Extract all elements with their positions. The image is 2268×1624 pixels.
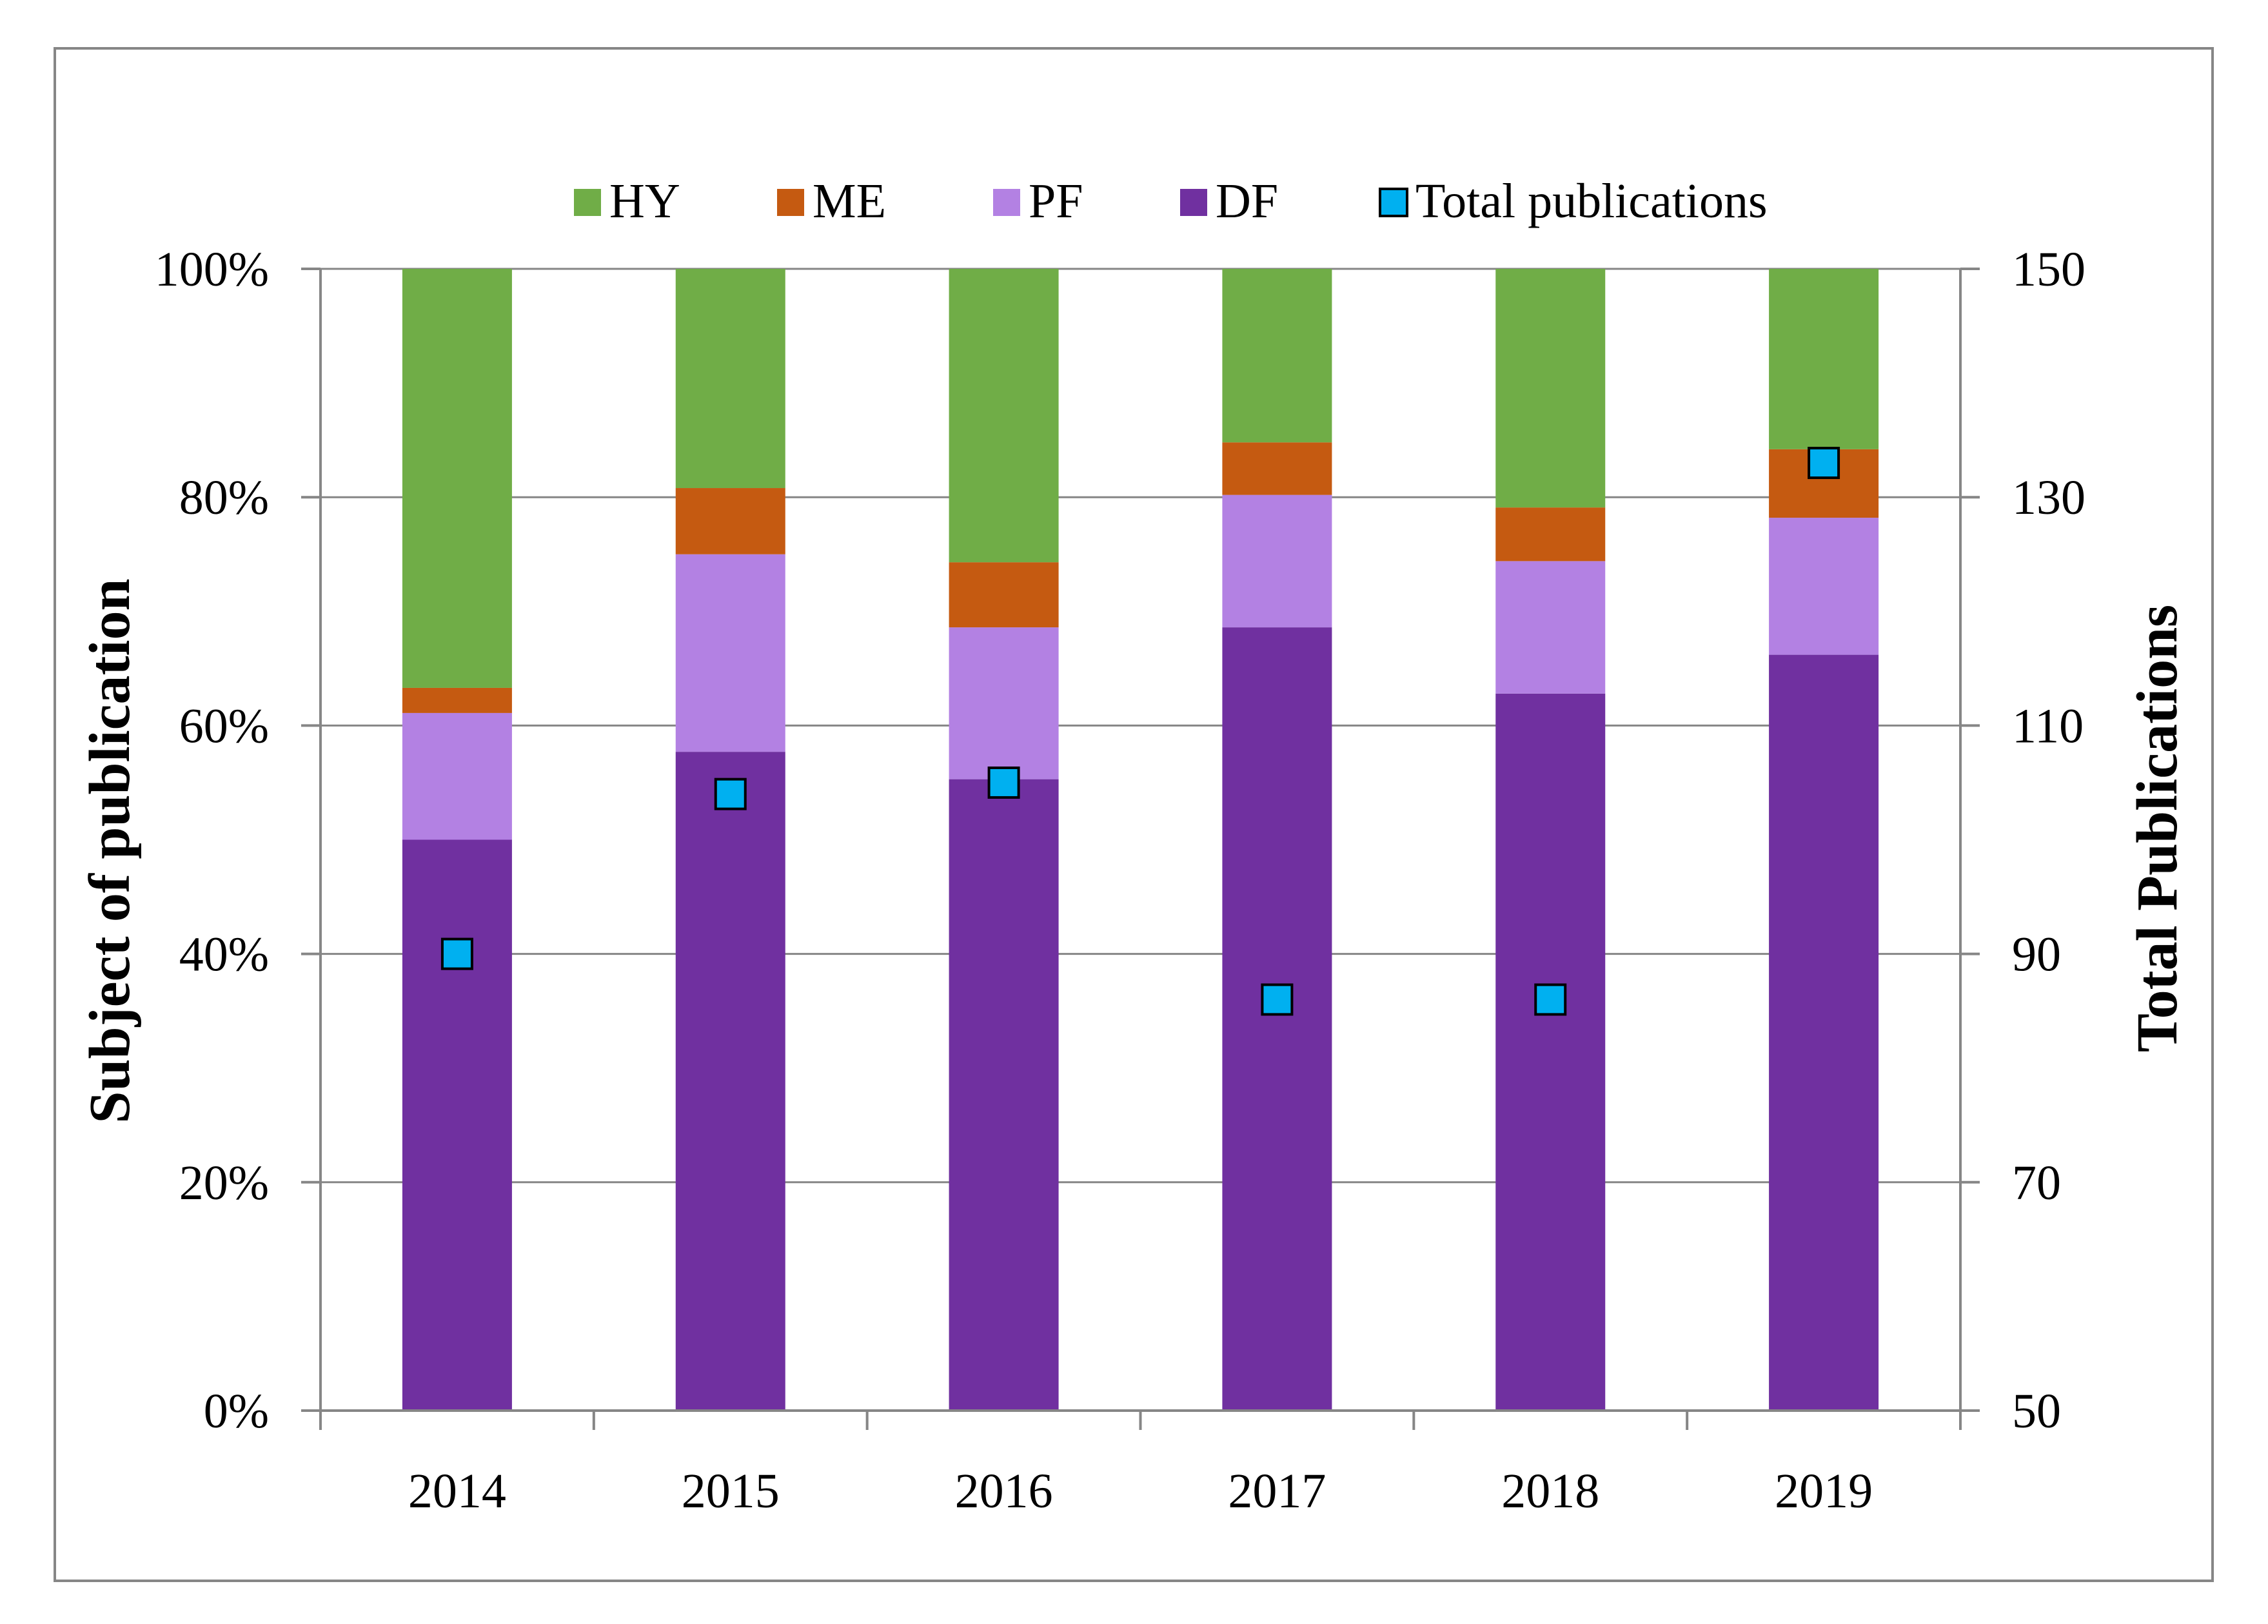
legend: HY ME PF DF Total publications — [574, 174, 1768, 228]
left-axis-title: Subject of publication — [78, 578, 142, 1123]
right-tick-label: 50 — [2012, 1384, 2061, 1438]
bar-me-2017 — [1222, 442, 1332, 495]
bar-hy-2015 — [675, 269, 785, 489]
legend-label-me: ME — [813, 174, 886, 228]
legend-label-pf: PF — [1029, 174, 1083, 228]
bar-pf-2017 — [1222, 494, 1332, 628]
legend-swatch-hy — [574, 189, 601, 216]
left-tick-label: 20% — [179, 1156, 269, 1210]
x-tick-label: 2014 — [408, 1464, 506, 1518]
chart-frame — [54, 47, 2214, 1582]
bar-hy-2014 — [402, 269, 512, 688]
x-tick-label: 2019 — [1775, 1464, 1873, 1518]
legend-swatch-pf — [993, 189, 1020, 216]
bar-pf-2019 — [1769, 518, 1879, 655]
left-tick-label: 40% — [179, 928, 269, 982]
bar-me-2016 — [949, 562, 1059, 628]
right-tick-label: 70 — [2012, 1156, 2061, 1210]
total-publications-marker-2018 — [1534, 983, 1567, 1016]
bar-pf-2018 — [1495, 561, 1606, 694]
legend-swatch-df — [1180, 189, 1207, 216]
left-tick-label: 100% — [155, 242, 269, 297]
bar-hy-2017 — [1222, 269, 1332, 443]
bar-pf-2014 — [402, 712, 512, 840]
legend-swatch-me — [777, 189, 804, 216]
bar-df-2018 — [1495, 693, 1606, 1411]
bar-hy-2019 — [1769, 269, 1879, 449]
total-publications-marker-2015 — [714, 778, 747, 810]
bar-me-2018 — [1495, 507, 1606, 562]
x-tick-label: 2015 — [682, 1464, 780, 1518]
gridlines — [320, 268, 1960, 1184]
right-tick-label: 90 — [2012, 928, 2061, 982]
bar-hy-2018 — [1495, 269, 1606, 508]
bar-df-2019 — [1769, 654, 1879, 1411]
left-tick-label: 80% — [179, 471, 269, 525]
left-tick-label: 0% — [204, 1384, 269, 1438]
total-publications-marker-2017 — [1261, 983, 1294, 1016]
bar-pf-2016 — [949, 627, 1059, 779]
right-tick-label: 150 — [2012, 242, 2086, 297]
axes — [319, 269, 1962, 1430]
right-tick-label: 110 — [2012, 699, 2084, 753]
right-tick-label: 130 — [2012, 471, 2086, 525]
bar-series — [402, 269, 1879, 1411]
total-publications-marker-2019 — [1808, 447, 1840, 480]
x-tick-label: 2017 — [1228, 1464, 1326, 1518]
bar-df-2016 — [949, 779, 1059, 1411]
total-publications-marker-2016 — [987, 766, 1020, 799]
bar-hy-2016 — [949, 269, 1059, 563]
legend-label-df: DF — [1216, 174, 1278, 228]
bar-pf-2015 — [675, 554, 785, 752]
bar-df-2015 — [675, 752, 785, 1411]
right-axis-title: Total Publications — [2125, 605, 2189, 1052]
legend-swatch-total-publications — [1379, 188, 1408, 217]
bar-df-2017 — [1222, 627, 1332, 1411]
legend-label-hy: HY — [609, 174, 680, 228]
left-axis-ticks: 0% 20% 40% 60% 80% 100% — [155, 242, 320, 1438]
bar-df-2014 — [402, 839, 512, 1411]
x-tick-label: 2018 — [1501, 1464, 1599, 1518]
total-publications-markers — [440, 447, 1840, 1016]
x-tick-label: 2016 — [955, 1464, 1053, 1518]
x-axis-ticks: 2014 2015 2016 2017 2018 2019 — [408, 1464, 1873, 1518]
bar-me-2014 — [402, 687, 512, 713]
left-tick-label: 60% — [179, 699, 269, 753]
legend-label-total-publications: Total publications — [1415, 174, 1768, 228]
right-axis-ticks: 50 70 90 110 130 150 — [1960, 242, 2086, 1438]
bar-me-2015 — [675, 488, 785, 554]
total-publications-marker-2014 — [440, 937, 473, 970]
